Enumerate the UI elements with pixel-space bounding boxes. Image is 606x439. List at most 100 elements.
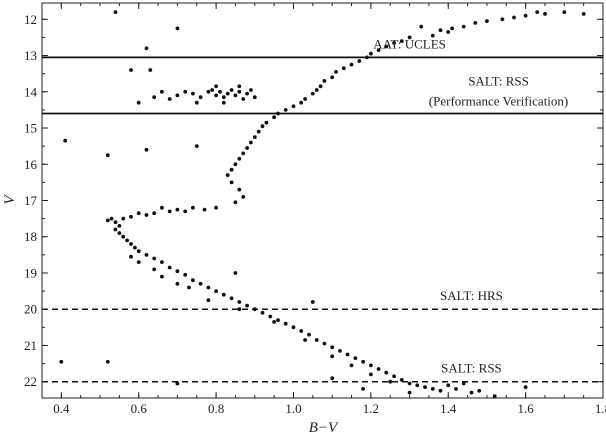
data-point	[369, 51, 373, 56]
data-point	[446, 383, 451, 388]
data-point	[160, 274, 164, 279]
data-point	[175, 93, 180, 98]
data-point	[249, 140, 253, 145]
data-point	[113, 227, 118, 232]
data-point	[330, 75, 335, 80]
data-point	[225, 91, 230, 96]
data-point	[160, 260, 164, 264]
data-point	[357, 59, 362, 63]
data-point	[183, 209, 188, 214]
data-point	[399, 378, 404, 382]
data-point	[229, 296, 234, 301]
data-point	[206, 285, 211, 290]
y-tick-label: 17	[24, 193, 38, 208]
data-point	[330, 354, 335, 359]
data-point	[461, 24, 466, 29]
data-point	[152, 267, 157, 272]
data-point	[121, 234, 126, 239]
data-point	[229, 167, 234, 172]
limit-lines	[42, 56, 603, 383]
data-point	[345, 352, 350, 357]
data-point	[260, 310, 265, 315]
data-point	[276, 111, 280, 116]
data-point	[148, 68, 153, 72]
data-point	[376, 48, 381, 52]
data-point	[264, 120, 269, 125]
data-point	[581, 12, 586, 16]
data-point	[175, 26, 180, 31]
data-point	[430, 33, 435, 38]
plot-frame	[41, 2, 604, 399]
data-point	[392, 374, 396, 379]
data-point	[214, 84, 219, 89]
data-point	[392, 41, 396, 45]
data-point	[105, 218, 110, 223]
data-point	[214, 205, 219, 210]
data-point	[407, 381, 412, 386]
data-point	[299, 329, 304, 333]
data-point	[237, 156, 242, 161]
data-point	[477, 388, 482, 393]
y-tick-label: 22	[24, 374, 37, 389]
data-point	[512, 15, 516, 20]
data-point	[194, 144, 199, 149]
x-tick-label: 0.8	[208, 401, 224, 416]
data-point	[469, 390, 474, 395]
data-point	[152, 256, 157, 261]
data-point	[198, 95, 203, 100]
data-point	[237, 187, 242, 192]
data-point	[202, 207, 207, 212]
y-axis-ticks: 12 13 14 15 16 17 18 19 20 21 22	[24, 12, 603, 389]
data-points	[59, 10, 586, 399]
data-point	[562, 10, 567, 15]
data-point	[206, 298, 211, 303]
data-point	[438, 388, 443, 393]
data-point	[136, 100, 141, 105]
data-point	[129, 254, 133, 259]
data-point	[175, 207, 180, 212]
data-point	[438, 28, 443, 33]
data-point	[450, 26, 454, 31]
data-point	[233, 200, 238, 205]
data-point	[310, 300, 315, 304]
annotation-label: SALT: HRS	[440, 288, 503, 303]
data-point	[218, 89, 222, 94]
data-point	[175, 269, 180, 274]
data-point	[229, 180, 234, 185]
data-point	[241, 195, 246, 199]
y-tick-label: 21	[24, 338, 37, 353]
data-point	[399, 39, 404, 43]
x-tick-label: 1.0	[285, 401, 301, 416]
y-tick-label: 12	[24, 12, 37, 27]
data-point	[419, 24, 424, 29]
data-point	[318, 84, 323, 89]
data-point	[245, 303, 250, 308]
data-point	[369, 363, 373, 368]
data-point	[384, 44, 389, 49]
data-point	[307, 332, 311, 337]
data-point	[303, 97, 307, 101]
data-point	[245, 146, 250, 150]
data-point	[144, 253, 149, 257]
annotation-label: AAT: UCLES	[373, 36, 446, 51]
data-point	[237, 300, 242, 304]
x-tick-label: 1.6	[517, 401, 534, 416]
y-tick-label: 19	[24, 265, 37, 280]
data-point	[492, 394, 497, 399]
data-point	[167, 265, 172, 270]
data-point	[144, 213, 149, 217]
data-point	[361, 387, 365, 391]
data-point	[485, 19, 489, 23]
data-point	[214, 93, 219, 98]
data-point	[276, 318, 280, 322]
data-point	[129, 242, 133, 246]
data-point	[105, 359, 110, 364]
data-point	[63, 138, 68, 143]
data-point	[338, 349, 342, 353]
y-tick-label: 15	[24, 121, 37, 136]
data-point	[361, 359, 365, 364]
data-point	[252, 95, 257, 100]
data-point	[167, 97, 172, 101]
data-point	[322, 341, 327, 346]
